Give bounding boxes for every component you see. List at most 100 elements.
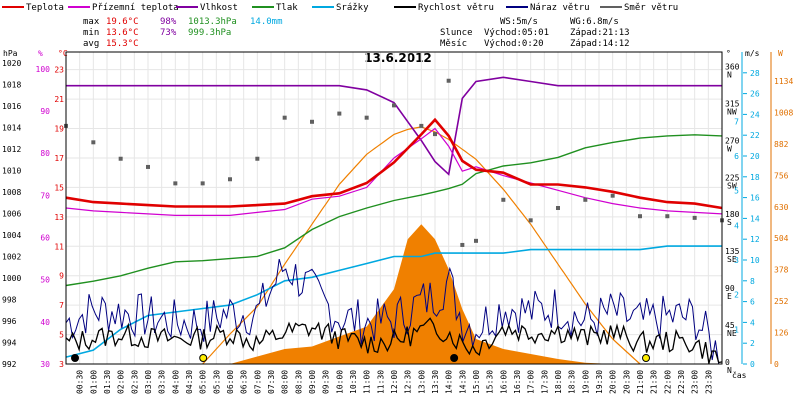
x-tick-label: 15:00 bbox=[472, 370, 481, 394]
y-tick-c: 19 bbox=[54, 125, 64, 134]
y-tick-w: 630 bbox=[774, 203, 789, 212]
series-srazky bbox=[65, 245, 722, 358]
x-tick-label: 18:30 bbox=[568, 370, 577, 394]
y-tick-ms: 2 bbox=[750, 339, 755, 348]
x-tick-label: 22:00 bbox=[663, 370, 672, 394]
x-tick-label: 01:30 bbox=[103, 370, 112, 394]
x-tick-label: 14:30 bbox=[458, 370, 467, 394]
y-tick-w: 882 bbox=[774, 140, 789, 149]
stats-max-temp: 19.6°C bbox=[106, 17, 139, 27]
y-tick-dir: 45 bbox=[725, 321, 735, 330]
stats-max-hum: 98% bbox=[160, 17, 177, 27]
y-tick-dir-name: SE bbox=[727, 255, 737, 264]
y-tick-hpa: 998 bbox=[2, 295, 17, 304]
y-tick-pct: 60 bbox=[40, 234, 50, 243]
stats-min-hum: 73% bbox=[160, 28, 177, 38]
data-series bbox=[64, 76, 724, 365]
wind-direction-point bbox=[255, 156, 260, 161]
x-tick-label: 05:30 bbox=[212, 370, 221, 394]
y-tick-pct: 90 bbox=[40, 107, 50, 116]
x-tick-label: 18:00 bbox=[554, 370, 563, 394]
y-tick-pct: 40 bbox=[40, 318, 50, 327]
y-tick-ms: 0 bbox=[750, 360, 755, 369]
y-tick-c: 3 bbox=[59, 360, 64, 369]
x-tick-label: 14:00 bbox=[445, 370, 454, 394]
x-tick-label: 09:00 bbox=[308, 370, 317, 394]
y-tick-rain: 1 bbox=[734, 325, 739, 334]
x-tick-label: 23:30 bbox=[704, 370, 713, 394]
y-tick-c: 23 bbox=[54, 66, 64, 75]
legend: Teplota Přízemní teplota Vlhkost Tlak Sr… bbox=[2, 3, 678, 13]
unit-w: W bbox=[778, 49, 783, 58]
y-tick-w: 252 bbox=[774, 297, 789, 306]
moon-set-marker bbox=[450, 354, 459, 362]
y-tick-w: 756 bbox=[774, 171, 789, 180]
moon-rise-marker bbox=[71, 354, 80, 362]
wind-direction-point bbox=[310, 119, 314, 124]
x-tick-label: 11:00 bbox=[363, 370, 372, 394]
wind-direction-point bbox=[173, 181, 178, 186]
y-tick-c: 7 bbox=[59, 301, 64, 310]
y-tick-c: 5 bbox=[59, 331, 64, 340]
series-naraz-vetru bbox=[65, 258, 722, 365]
wind-direction-point bbox=[446, 78, 451, 83]
y-tick-ms: 16 bbox=[750, 194, 760, 203]
y-tick-ms: 28 bbox=[750, 69, 760, 78]
info-sun-set: Západ:21:13 bbox=[570, 28, 630, 38]
y-tick-hpa: 1002 bbox=[2, 252, 21, 261]
y-tick-dir: 90 bbox=[725, 284, 735, 293]
y-tick-hpa: 992 bbox=[2, 360, 17, 369]
x-tick-label: 08:30 bbox=[294, 370, 303, 394]
y-tick-w: 126 bbox=[774, 329, 789, 338]
y-tick-ms: 8 bbox=[750, 277, 755, 286]
y-tick-w: 0 bbox=[774, 360, 779, 369]
stats-min-label: min bbox=[83, 28, 99, 38]
unit-ms: m/s bbox=[745, 49, 760, 58]
y-tick-c: 9 bbox=[59, 272, 64, 281]
y-tick-dir-name: S bbox=[727, 218, 732, 227]
y-tick-w: 1134 bbox=[774, 77, 793, 86]
y-tick-rain: 2 bbox=[734, 291, 739, 300]
wind-direction-point bbox=[91, 140, 96, 145]
x-tick-label: 10:30 bbox=[349, 370, 358, 394]
y-tick-dir-name: NE bbox=[727, 329, 737, 338]
unit-deg: ° bbox=[726, 49, 731, 58]
y-tick-dir-name: SW bbox=[727, 181, 737, 190]
x-tick-label: 22:30 bbox=[677, 370, 686, 394]
y-tick-ms: 14 bbox=[750, 214, 760, 223]
y-tick-ms: 10 bbox=[750, 256, 760, 265]
y-tick-hpa: 1014 bbox=[2, 123, 21, 132]
x-tick-label: 20:00 bbox=[609, 370, 618, 394]
wind-direction-point bbox=[583, 197, 588, 202]
legend-vlhkost: Vlhkost bbox=[200, 3, 238, 13]
series-vlhkost bbox=[66, 76, 722, 176]
y-tick-ms: 24 bbox=[750, 110, 760, 119]
wind-direction-point bbox=[118, 156, 123, 161]
x-tick-label: 19:30 bbox=[595, 370, 604, 394]
y-tick-dir: 135 bbox=[725, 247, 740, 256]
x-tick-label: 09:30 bbox=[322, 370, 331, 394]
wind-direction-point bbox=[282, 115, 287, 120]
x-tick-label: 21:30 bbox=[650, 370, 659, 394]
y-tick-w: 1008 bbox=[774, 108, 793, 117]
y-tick-c: 17 bbox=[54, 154, 64, 163]
unit-c: °C bbox=[58, 49, 68, 58]
y-tick-dir: 225 bbox=[725, 173, 740, 182]
plot-border bbox=[65, 51, 723, 365]
y-tick-ms: 4 bbox=[750, 318, 755, 327]
legend-naraz-vetru: Náraz větru bbox=[530, 3, 590, 13]
x-tick-label: 11:30 bbox=[376, 370, 385, 394]
y-tick-hpa: 1004 bbox=[2, 231, 21, 240]
info-moon-label: Měsíc bbox=[440, 39, 467, 49]
x-tick-label: 12:30 bbox=[404, 370, 413, 394]
info-block: WS:5m/s WG:6.8m/s Slunce Východ:05:01 Zá… bbox=[440, 17, 630, 49]
y-tick-pct: 100 bbox=[36, 65, 51, 74]
x-tick-label: 03:00 bbox=[144, 370, 153, 394]
sun-rise-marker bbox=[199, 354, 208, 362]
y-tick-dir-name: N bbox=[727, 70, 732, 79]
series-tlak bbox=[65, 134, 723, 287]
info-sun-rise: Východ:05:01 bbox=[484, 28, 549, 38]
series-rychlost-vetru bbox=[65, 317, 723, 364]
x-tick-label: 08:00 bbox=[281, 370, 290, 394]
unit-pct: % bbox=[38, 49, 43, 58]
